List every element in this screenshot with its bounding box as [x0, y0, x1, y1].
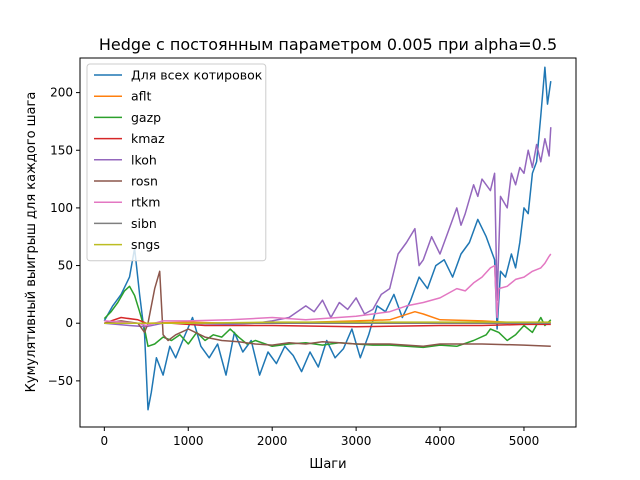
legend-label: rosn	[131, 174, 158, 189]
chart-title: Hedge с постоянным параметром 0.005 при …	[99, 35, 557, 54]
legend: Для всех котировок aflt gazp kmaz lkoh rosn rt…	[86, 63, 267, 262]
legend-label: rtkm	[131, 195, 160, 210]
y-tick-label: 150	[50, 143, 73, 157]
y-tick-label: 0	[65, 316, 73, 330]
series-line-0	[103, 66, 552, 411]
series-line-2	[103, 285, 552, 349]
legend-label: sibn	[131, 216, 157, 231]
series-line-5	[104, 270, 551, 348]
x-tick-label: 2000	[257, 434, 288, 448]
x-tick-label: 5000	[509, 434, 540, 448]
legend-label: lkoh	[131, 152, 157, 167]
x-tick-label: 3000	[341, 434, 372, 448]
legend-label: gazp	[131, 110, 161, 125]
plot-frame	[79, 57, 577, 428]
legend-box	[86, 63, 267, 262]
y-tick-label: 100	[50, 201, 73, 215]
x-tick-label: 1000	[173, 434, 204, 448]
legend-label: aflt	[131, 89, 152, 104]
series-line-4	[104, 127, 552, 328]
y-axis-label: Кумулятивный выигрыш для каждого шага	[24, 92, 39, 393]
legend-label: sngs	[131, 237, 160, 252]
x-axis-ticks: 0 1000 2000 3000 4000 5000	[101, 427, 540, 448]
y-axis-ticks: −50 0 50 100 150 200	[48, 86, 80, 388]
series-layer	[103, 66, 552, 411]
x-tick-label: 0	[101, 434, 109, 448]
series-line-6	[104, 253, 552, 327]
legend-label: Для всех котировок	[131, 68, 263, 83]
series-line-8	[104, 321, 551, 324]
series-line-3	[104, 316, 551, 328]
y-tick-label: −50	[48, 374, 73, 388]
legend-label: kmaz	[131, 131, 165, 146]
y-tick-label: 50	[58, 259, 73, 273]
x-tick-label: 4000	[425, 434, 456, 448]
series-line-1	[104, 310, 551, 324]
y-tick-label: 200	[50, 86, 73, 100]
x-axis-label: Шаги	[309, 457, 346, 472]
